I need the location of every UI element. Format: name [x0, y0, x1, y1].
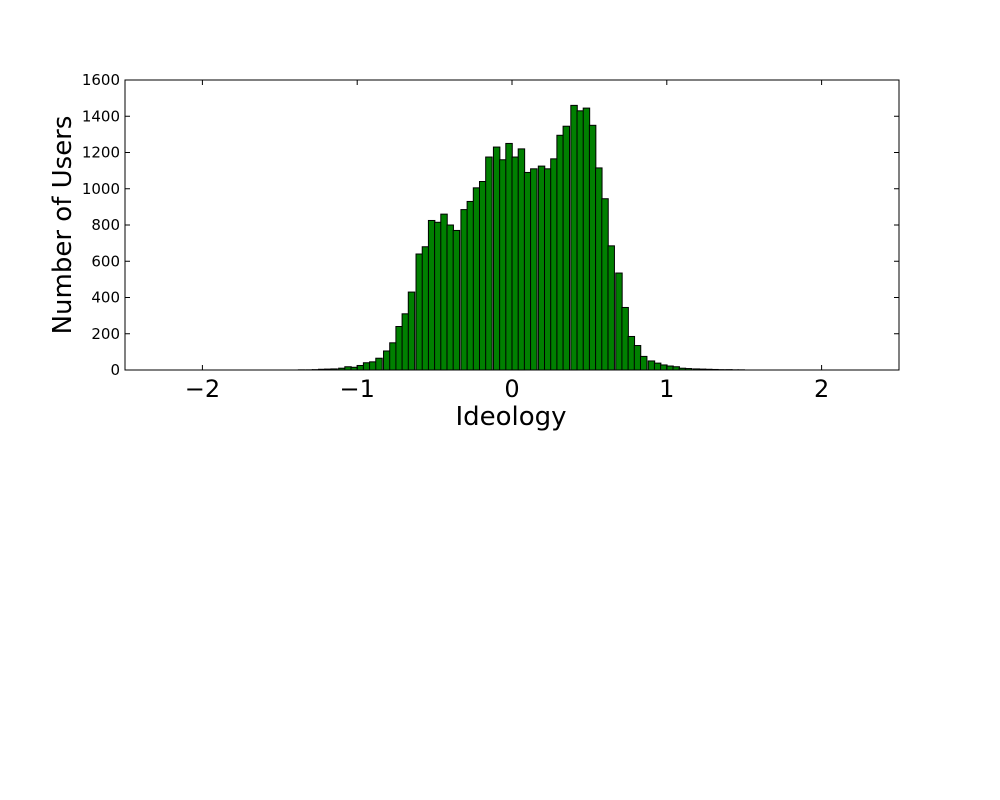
histogram-bar — [407, 291, 416, 371]
y-axis-label: Number of Users — [48, 116, 78, 335]
histogram-bar — [595, 167, 603, 371]
y-tick-label: 1600 — [82, 71, 120, 89]
histogram-bar — [511, 156, 519, 371]
histogram-bar — [446, 224, 454, 371]
histogram-bar — [356, 364, 365, 371]
histogram-bar — [639, 355, 648, 371]
histogram-bar — [440, 213, 448, 371]
histogram-bar — [523, 171, 532, 371]
y-tick-label: 1000 — [82, 180, 120, 198]
histogram-bar — [550, 158, 558, 371]
x-tick-label: 0 — [504, 375, 519, 403]
y-tick-label: 400 — [91, 289, 120, 307]
histogram-bar — [375, 357, 383, 371]
histogram-bar — [601, 198, 609, 371]
histogram-bar — [615, 272, 623, 371]
histogram-bar — [627, 335, 636, 371]
y-tick-label: 600 — [91, 252, 120, 270]
histogram-bar — [666, 365, 674, 371]
x-tick-label: 2 — [814, 375, 829, 403]
y-tick-label: 1400 — [82, 107, 120, 125]
y-tick-label: 0 — [110, 361, 120, 379]
histogram-bar — [607, 245, 615, 371]
y-tick-label: 200 — [91, 325, 120, 343]
x-axis-label: Ideology — [455, 402, 566, 432]
histogram-bar — [389, 342, 397, 371]
histogram-bar — [588, 124, 597, 371]
histogram-bar — [570, 104, 578, 371]
histogram-bar — [472, 187, 481, 371]
histogram-bar — [415, 253, 423, 371]
histogram-bar — [653, 362, 662, 371]
histogram-bar — [492, 146, 501, 371]
histogram-bar — [499, 159, 507, 371]
histogram-bar — [505, 142, 513, 371]
x-tick-label: −1 — [340, 375, 375, 403]
y-tick-label: 800 — [91, 216, 120, 234]
histogram-bar — [434, 221, 442, 371]
x-tick-label: −2 — [185, 375, 220, 403]
histogram-bar — [530, 168, 538, 371]
histogram-bar — [369, 361, 377, 371]
y-tick-label: 1200 — [82, 144, 120, 162]
histogram-bar — [485, 156, 493, 371]
histogram-bar — [556, 134, 564, 371]
histogram-bar — [517, 148, 526, 371]
histogram-bar — [660, 364, 668, 371]
histogram-bar — [582, 107, 591, 371]
histogram-bar — [401, 313, 410, 371]
histogram-bar — [466, 200, 475, 371]
histogram-bar — [427, 219, 436, 371]
bars-group — [297, 104, 745, 371]
histogram-bar — [383, 350, 391, 371]
histogram-bar — [633, 345, 642, 371]
histogram-bar — [362, 362, 371, 371]
histogram-bar — [576, 110, 584, 371]
histogram-bar — [452, 229, 461, 371]
histogram-bar — [647, 360, 656, 371]
histogram-bar — [621, 306, 629, 371]
histogram-bar — [562, 125, 571, 371]
axis-ticks: −2 −1 0 1 2 0 200 400 600 800 1000 1200 1400 1600 — [82, 71, 899, 403]
histogram-bar — [544, 168, 552, 371]
histogram-bar — [460, 209, 468, 371]
x-tick-label: 1 — [659, 375, 674, 403]
histogram-bar — [537, 165, 546, 371]
histogram-bar — [395, 326, 403, 371]
histogram-bar — [421, 246, 430, 371]
histogram-bar — [478, 181, 487, 371]
